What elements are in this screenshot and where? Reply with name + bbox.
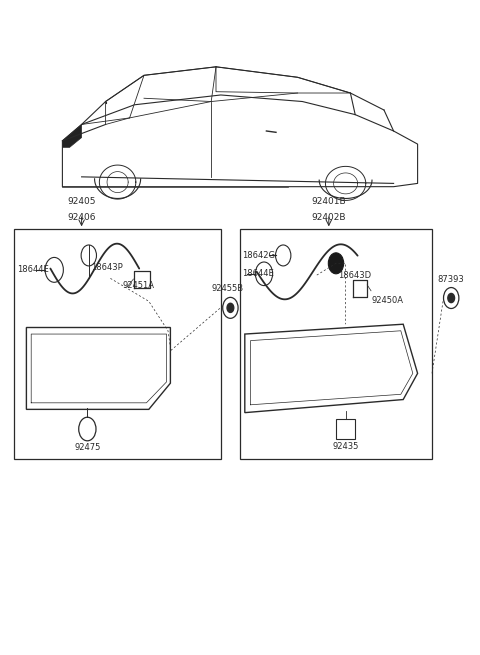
Text: 18644E: 18644E	[242, 269, 274, 278]
Text: 18643P: 18643P	[91, 263, 123, 272]
Text: 92405: 92405	[67, 197, 96, 206]
Bar	[240, 229, 432, 458]
Circle shape	[227, 303, 234, 312]
Text: 18643D: 18643D	[338, 271, 372, 280]
Polygon shape	[62, 124, 82, 147]
Text: 92402B: 92402B	[312, 213, 346, 222]
Polygon shape	[245, 324, 418, 413]
Text: 92406: 92406	[67, 213, 96, 222]
Circle shape	[448, 293, 455, 303]
Text: 87393: 87393	[438, 274, 465, 284]
Text: 18642G: 18642G	[242, 251, 276, 260]
Text: 92455B: 92455B	[212, 284, 244, 293]
Text: 92475: 92475	[74, 443, 100, 453]
Text: 92401B: 92401B	[312, 197, 346, 206]
Text: 92450A: 92450A	[372, 296, 404, 305]
Polygon shape	[26, 328, 170, 409]
Text: 92451A: 92451A	[122, 280, 155, 290]
Bar	[336, 419, 355, 439]
Circle shape	[328, 253, 344, 274]
Text: 92435: 92435	[333, 442, 359, 451]
Bar	[14, 229, 221, 458]
Text: 18644E: 18644E	[17, 265, 48, 274]
